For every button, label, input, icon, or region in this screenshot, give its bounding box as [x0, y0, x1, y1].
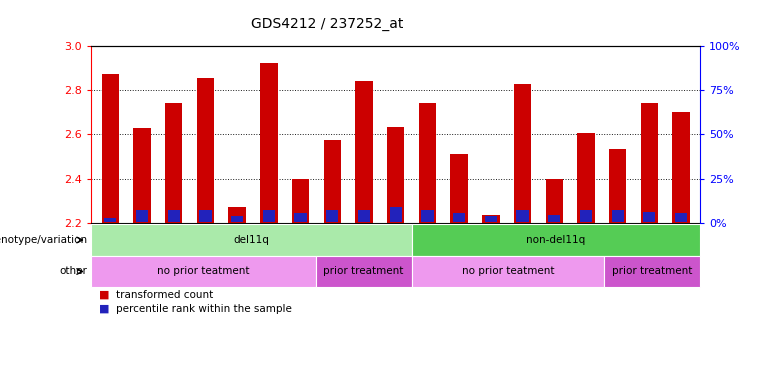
Bar — [102, 74, 119, 223]
Bar — [453, 213, 465, 222]
Bar — [548, 215, 560, 222]
Bar — [641, 104, 658, 223]
Bar — [295, 213, 307, 222]
Bar — [228, 207, 246, 223]
Bar — [231, 216, 244, 222]
Text: transformed count: transformed count — [116, 290, 213, 300]
Bar — [326, 210, 339, 222]
Bar — [612, 210, 624, 222]
Bar — [358, 210, 370, 222]
Bar — [485, 216, 497, 222]
Bar — [199, 210, 212, 222]
Bar — [167, 210, 180, 222]
Text: del11q: del11q — [234, 235, 269, 245]
Bar — [104, 218, 116, 222]
Bar — [390, 207, 402, 222]
Bar — [292, 179, 309, 223]
Text: no prior teatment: no prior teatment — [158, 266, 250, 276]
Text: ■: ■ — [99, 304, 110, 314]
Text: prior treatment: prior treatment — [612, 266, 693, 276]
Text: percentile rank within the sample: percentile rank within the sample — [116, 304, 291, 314]
Bar — [387, 127, 404, 223]
Bar — [482, 215, 499, 223]
Bar — [580, 210, 592, 222]
Bar — [419, 104, 436, 223]
Text: other: other — [59, 266, 88, 276]
Bar — [546, 179, 563, 223]
Text: prior treatment: prior treatment — [323, 266, 404, 276]
Bar — [675, 213, 687, 222]
Bar — [263, 210, 275, 222]
Bar — [422, 210, 434, 222]
Bar — [673, 113, 689, 223]
Text: ■: ■ — [99, 290, 110, 300]
Bar — [578, 133, 594, 223]
Bar — [165, 104, 183, 223]
Bar — [355, 81, 373, 223]
Bar — [609, 149, 626, 223]
Bar — [517, 210, 529, 222]
Bar — [260, 63, 278, 223]
Bar — [451, 154, 468, 223]
Bar — [197, 78, 214, 223]
Bar — [133, 128, 151, 223]
Bar — [136, 210, 148, 222]
Text: non-del11q: non-del11q — [527, 235, 585, 245]
Text: GDS4212 / 237252_at: GDS4212 / 237252_at — [251, 17, 403, 31]
Bar — [514, 84, 531, 223]
Bar — [323, 140, 341, 223]
Text: no prior teatment: no prior teatment — [462, 266, 554, 276]
Bar — [643, 212, 655, 222]
Text: genotype/variation: genotype/variation — [0, 235, 88, 245]
